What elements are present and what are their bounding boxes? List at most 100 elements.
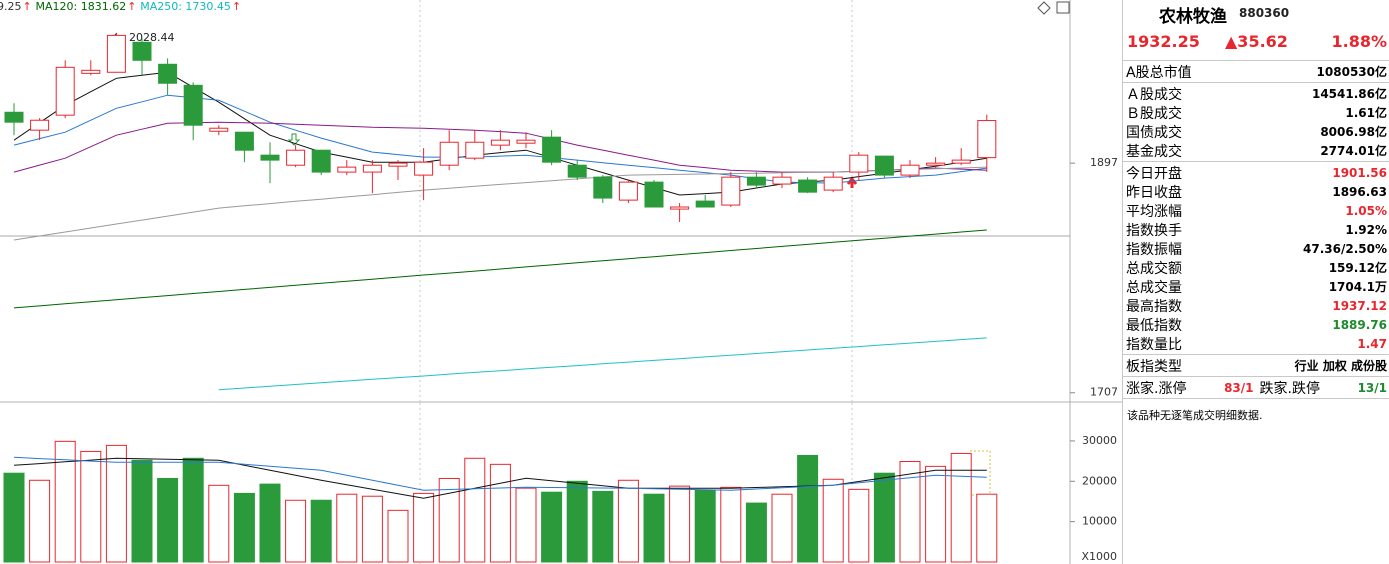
candle-body [593,176,613,199]
ma-line [13,229,987,309]
volume-bar [438,477,460,563]
stat-row: 指数量比 1.47 [1123,334,1389,353]
stat-value: 2774.01亿 [1320,144,1387,158]
ma-arrow: ↑ [127,0,136,13]
volume-bar [925,465,947,563]
stat-label: 今日开盘 [1126,165,1182,182]
volume-bar [310,499,332,563]
stat-label: 总成交量 [1126,279,1182,296]
volume-bar [182,457,204,563]
candle-body [30,119,50,131]
candle-body [362,164,382,173]
buy-signal [846,176,858,188]
stat-row: 今日开盘 1901.56 [1123,163,1389,182]
volume-bar [745,502,767,563]
candle-body [951,159,971,164]
volume-bar [29,479,51,563]
title-row: 农林牧渔 880360 [1123,0,1389,27]
candle-body [874,155,894,176]
ma-arrow: ↑ [23,0,32,13]
volume-bar [822,478,844,563]
stat-row: 指数换手 1.92% [1123,220,1389,239]
tool-icon[interactable] [1056,1,1070,14]
candle-body [695,200,715,208]
candle-body [81,69,101,74]
price: 1932.25 [1127,32,1200,51]
tool-icon[interactable] [1037,1,1051,15]
volume-bar [413,492,435,563]
candle-body [183,84,203,126]
candle-body [772,176,792,185]
candle-body [849,154,869,173]
volume-bar [515,487,537,563]
candle-body [618,181,638,201]
y-tick-label: 1707 [1090,386,1118,399]
volume-bar [54,440,76,563]
y-tick-label: 1897 [1090,156,1118,169]
stat-row: Ｂ股成交 1.61亿 [1123,103,1389,122]
candle-body [55,66,75,116]
candle-body [746,176,766,186]
candle-body [567,164,587,178]
stat-value: 1.92% [1345,222,1387,237]
stat-row: 国债成交 8006.98亿 [1123,122,1389,141]
stat-row: 板指类型 行业 加权 成份股 [1123,356,1389,375]
volume-bar [566,480,588,563]
change: ▲35.62 [1225,32,1288,51]
chart-area: 2028.44 X1000 9.25 ↑ MA120: 1831.62 ↑ MA250:… [0,0,1122,564]
candle-body [234,131,254,151]
stat-group: 今日开盘 1901.56 昨日收盘 1896.63 平均涨幅 1.05% 指数换手 1.92%… [1123,162,1389,355]
ma-line [13,456,987,491]
sell-signal [287,133,301,146]
stat-value: 1.61亿 [1345,106,1387,120]
stat-row: 平均涨幅 1.05% [1123,201,1389,220]
stat-value: 1901.56 [1332,165,1387,180]
candle-body [900,164,920,176]
stat-row: 最低指数 1889.76 [1123,315,1389,334]
index-code: 880360 [1239,6,1290,20]
stat-label: Ｂ股成交 [1126,105,1182,122]
price-row: 1932.25 ▲35.62 1.88% [1123,26,1389,61]
stat-value: 14541.86亿 [1311,87,1387,101]
candle-body [414,161,434,176]
stat-row: 指数振幅 47.36/2.50% [1123,239,1389,258]
candle-body [337,166,357,173]
volume-bar [669,485,691,563]
stat-label: 总成交额 [1126,260,1182,277]
y-tick-label: 10000 [1082,515,1117,528]
stat-row: A股总市值 1080530亿 [1123,62,1389,81]
y-tick-label: 20000 [1082,474,1117,487]
quote-panel: 农林牧渔 880360 1932.25 ▲35.62 1.88% A股总市值 10… [1122,0,1389,564]
stat-label: 涨家.涨停 [1126,380,1187,397]
stat-row: 最高指数 1937.12 [1123,296,1389,315]
volume-bar [541,491,563,563]
stat-label: 跌家.跌停 [1259,380,1320,397]
stat-label: 最低指数 [1126,317,1182,334]
candle-body [158,63,178,84]
index-name: 农林牧渔 [1159,7,1227,27]
volume-bar [771,493,793,563]
stat-row: 涨家.涨停 83/1 跌家.跌停 13/1 [1123,378,1389,397]
candle-body [465,141,485,159]
volume-bar [464,457,486,563]
candle-body [106,34,126,73]
y-tick-label: 30000 [1082,434,1117,447]
candle-body [516,139,536,144]
candle-body [670,206,690,210]
volume-bar [873,472,895,563]
volume-forecast [969,450,991,496]
ma-label: 9.25 [0,0,22,13]
stat-row: 总成交量 1704.1万 [1123,277,1389,296]
stat-label: 昨日收盘 [1126,184,1182,201]
volume-bar [157,477,179,563]
volume-bar [489,463,511,563]
volume-bar [3,472,25,563]
stat-label: 平均涨幅 [1126,203,1182,220]
volume-bar [105,444,127,563]
stat-label: 指数换手 [1126,222,1182,239]
stat-label: 最高指数 [1126,298,1182,315]
volume-bar [131,459,153,563]
ma-line [218,337,987,391]
stat-value: 1.47 [1357,336,1387,351]
